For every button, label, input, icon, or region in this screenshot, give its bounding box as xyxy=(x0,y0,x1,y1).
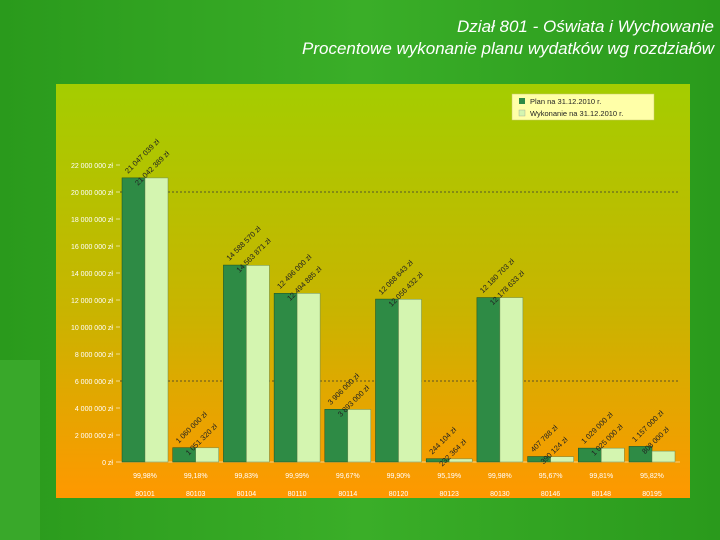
percent-label: 95,82% xyxy=(640,473,664,480)
y-tick-label: 6 000 000 zł xyxy=(75,379,114,386)
percent-label: 99,81% xyxy=(589,473,613,480)
percent-label: 99,99% xyxy=(285,473,309,480)
percent-label: 95,67% xyxy=(539,473,563,480)
legend-box xyxy=(511,93,655,121)
title-line-1: Dział 801 - Oświata i Wychowanie xyxy=(457,17,714,36)
page-title: Dział 801 - Oświata i Wychowanie Procent… xyxy=(14,16,714,60)
category-label: 80123 xyxy=(439,491,459,498)
percent-label: 99,18% xyxy=(184,473,208,480)
y-axis: 0 zł 2 000 000 zł 4 000 000 zł 6 000 000 zł… xyxy=(71,163,680,467)
percent-label: 99,90% xyxy=(387,473,411,480)
category-label: 80103 xyxy=(186,491,206,498)
y-tick-label: 8 000 000 zł xyxy=(75,352,114,359)
title-line-2: Procentowe wykonanie planu wydatków wg r… xyxy=(302,39,714,58)
bar-plan xyxy=(273,293,298,463)
category-label: 80148 xyxy=(592,491,612,498)
y-tick-label: 22 000 000 zł xyxy=(71,163,113,170)
y-tick-label: 18 000 000 zł xyxy=(71,217,113,224)
category-label: 80120 xyxy=(389,491,409,498)
legend-label-execution: Wykonanie na 31.12.2010 r. xyxy=(530,109,623,118)
x-axis-labels: 99,98% 80101 99,18% 80103 99,83% 80104 99,99% 8… xyxy=(133,473,664,498)
y-tick-label: 4 000 000 zł xyxy=(75,406,114,413)
percent-label: 99,98% xyxy=(488,473,512,480)
percent-label: 95,19% xyxy=(437,473,461,480)
y-tick-label: 14 000 000 zł xyxy=(71,271,113,278)
y-tick-label: 10 000 000 zł xyxy=(71,325,113,332)
category-label: 80114 xyxy=(338,491,357,498)
percent-label: 99,83% xyxy=(235,473,259,480)
category-label: 80104 xyxy=(237,491,257,498)
bar-plan xyxy=(324,409,349,463)
category-label: 80130 xyxy=(490,491,510,498)
bar-execution xyxy=(296,293,321,463)
category-label: 80110 xyxy=(288,491,307,498)
bar-plan xyxy=(476,297,501,463)
legend-swatch-plan xyxy=(519,98,525,104)
bar-plan xyxy=(223,264,247,463)
category-label: 80195 xyxy=(642,491,662,498)
bar-execution xyxy=(398,298,422,463)
background-strip xyxy=(0,360,40,540)
bar-plan xyxy=(375,298,399,463)
bar-execution xyxy=(195,447,219,463)
legend: Plan na 31.12.2010 r. Wykonanie na 31.12.… xyxy=(511,93,655,121)
percent-label: 99,98% xyxy=(133,473,157,480)
category-label: 80101 xyxy=(135,491,155,498)
bar-execution xyxy=(448,458,473,463)
bar-execution xyxy=(499,297,524,463)
bar-execution xyxy=(601,447,625,463)
y-tick-label: 16 000 000 zł xyxy=(71,244,113,251)
bars xyxy=(121,177,676,463)
y-tick-label: 20 000 000 zł xyxy=(71,190,113,197)
y-tick-label: 12 000 000 zł xyxy=(71,298,113,305)
category-label: 80146 xyxy=(541,491,561,498)
legend-swatch-execution xyxy=(518,109,526,117)
legend-label-plan: Plan na 31.12.2010 r. xyxy=(530,97,601,106)
y-tick-label: 0 zł xyxy=(102,460,113,467)
y-tick-label: 2 000 000 zł xyxy=(75,433,114,440)
bar-execution xyxy=(651,450,676,463)
bar-execution xyxy=(347,409,372,463)
bar-execution xyxy=(246,265,270,463)
bar-execution xyxy=(550,456,574,463)
bar-execution xyxy=(144,177,169,463)
bar-plan xyxy=(121,177,146,463)
percent-label: 99,67% xyxy=(336,473,360,480)
